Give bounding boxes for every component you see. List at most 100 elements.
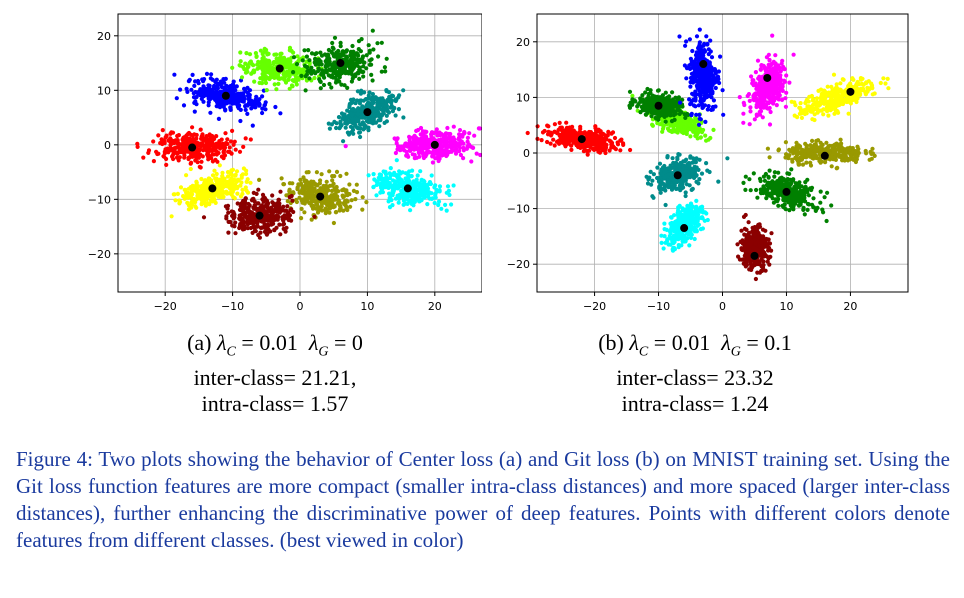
data-point: [357, 76, 362, 81]
data-point: [386, 90, 392, 95]
data-point: [174, 96, 179, 101]
data-point: [377, 124, 382, 129]
data-point: [419, 198, 424, 203]
data-point: [335, 201, 340, 206]
data-point: [582, 131, 587, 136]
data-point: [287, 187, 292, 192]
data-point: [236, 178, 241, 183]
data-point: [194, 189, 199, 194]
data-point: [260, 219, 265, 224]
data-point: [399, 144, 404, 149]
data-point: [345, 130, 350, 135]
data-point: [273, 104, 278, 110]
data-point: [688, 56, 693, 61]
data-point: [406, 141, 411, 146]
data-point: [244, 168, 249, 173]
data-point: [784, 90, 789, 95]
data-point: [313, 182, 318, 187]
data-point: [741, 120, 746, 125]
data-point: [378, 172, 384, 178]
data-point: [238, 50, 243, 55]
data-point: [345, 115, 350, 120]
data-point: [367, 58, 373, 63]
data-point: [241, 98, 246, 103]
data-point: [461, 156, 466, 161]
data-point: [660, 120, 665, 125]
data-point: [354, 190, 360, 195]
data-point: [760, 115, 765, 120]
data-point: [472, 133, 477, 138]
data-point: [661, 123, 666, 128]
data-point: [383, 172, 389, 177]
data-point: [409, 193, 414, 198]
data-point: [578, 130, 583, 135]
data-point: [697, 40, 702, 45]
data-point: [300, 187, 305, 192]
data-point: [593, 134, 598, 140]
data-point: [241, 198, 246, 203]
data-point: [318, 79, 323, 84]
data-point: [316, 204, 321, 209]
data-point: [260, 110, 265, 116]
data-point: [357, 130, 362, 135]
data-point: [252, 105, 257, 110]
data-point: [260, 106, 265, 111]
data-point: [247, 95, 252, 100]
data-point: [323, 52, 329, 57]
data-point: [457, 145, 463, 150]
x-tick-label: 10: [360, 300, 374, 313]
data-point: [699, 78, 704, 83]
data-point: [692, 76, 697, 81]
data-point: [277, 206, 282, 211]
data-point: [158, 141, 163, 146]
data-point: [347, 182, 352, 187]
data-point: [250, 197, 255, 202]
data-point: [212, 90, 217, 96]
y-tick-label: −20: [88, 248, 111, 261]
data-point: [398, 171, 403, 176]
data-point: [226, 210, 231, 215]
data-point: [204, 148, 209, 153]
data-point: [236, 97, 242, 102]
data-point: [192, 185, 197, 190]
data-point: [287, 86, 292, 91]
data-point: [224, 191, 229, 196]
data-point: [305, 65, 310, 70]
data-point: [334, 169, 340, 174]
data-point: [286, 215, 291, 220]
data-point: [285, 204, 290, 209]
data-point: [212, 168, 217, 173]
data-point: [151, 159, 156, 164]
data-point: [213, 200, 218, 205]
data-point: [188, 161, 193, 166]
data-point: [239, 75, 245, 80]
data-point: [593, 126, 598, 131]
data-point: [434, 151, 439, 156]
data-point: [167, 138, 172, 143]
data-point: [704, 34, 709, 39]
data-point: [323, 200, 329, 205]
data-point: [291, 50, 296, 55]
data-point: [366, 125, 371, 130]
data-point: [338, 121, 343, 126]
data-point: [263, 100, 268, 105]
data-point: [169, 214, 174, 219]
data-point: [353, 197, 358, 202]
data-point: [259, 207, 264, 213]
data-point: [354, 182, 359, 187]
data-point: [695, 136, 700, 141]
data-point: [367, 48, 372, 53]
data-point: [369, 105, 374, 110]
data-point: [261, 62, 266, 67]
data-point: [218, 191, 224, 197]
data-point: [290, 190, 295, 195]
data-point: [327, 56, 332, 61]
data-point: [319, 204, 324, 209]
data-point: [299, 216, 304, 221]
data-point: [306, 190, 311, 195]
data-point: [424, 141, 429, 146]
data-point: [711, 127, 716, 132]
data-point: [225, 170, 231, 175]
data-point: [327, 210, 332, 215]
data-point: [612, 135, 618, 141]
